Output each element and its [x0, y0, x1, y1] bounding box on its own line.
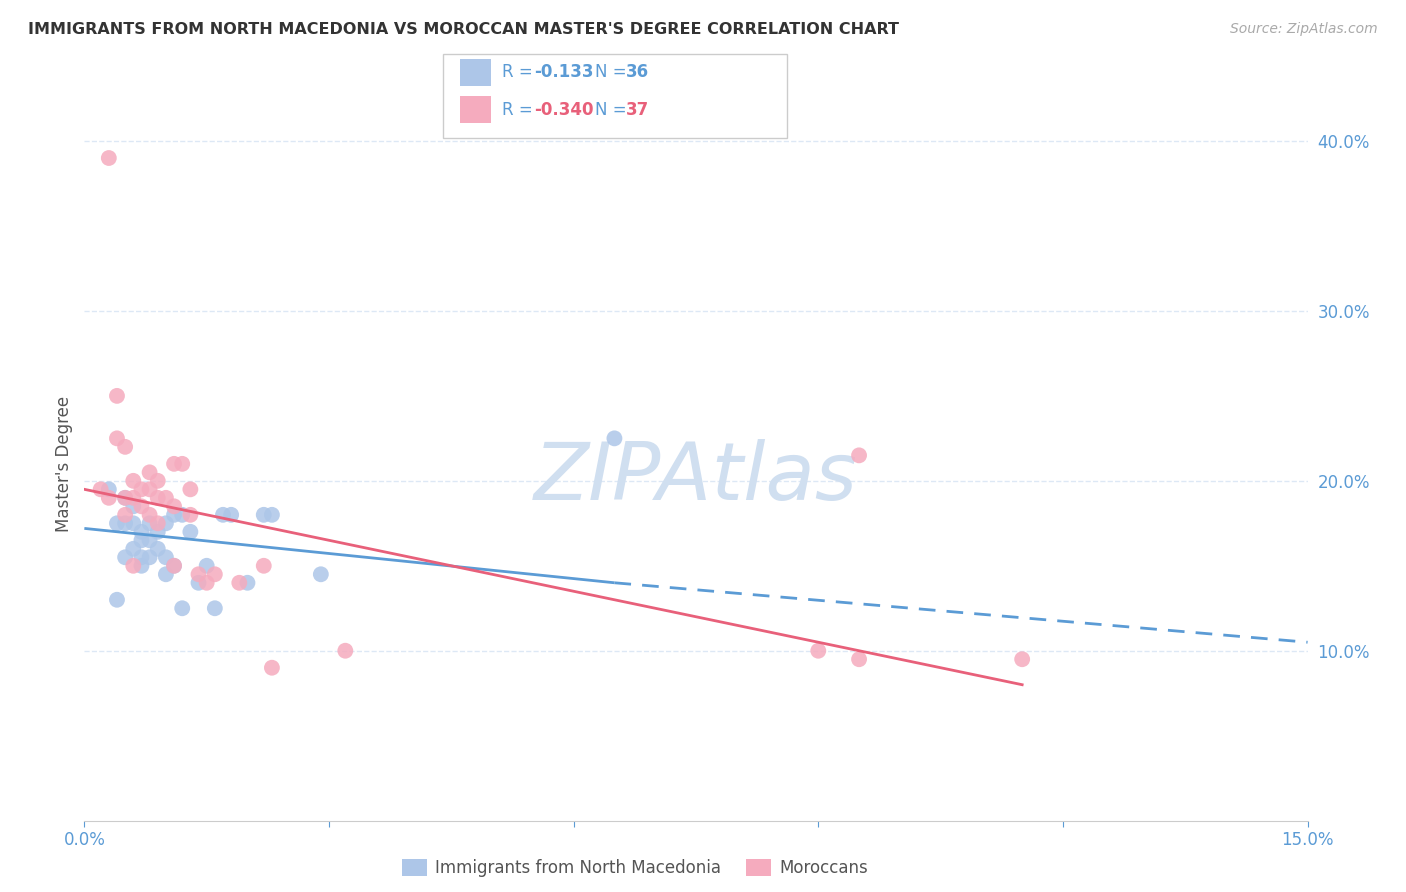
Point [122, 558, 145, 573]
Point [90, 483, 112, 497]
Text: ZIPAtlas: ZIPAtlas [534, 439, 858, 517]
Point [260, 661, 283, 675]
Point [131, 533, 153, 548]
Y-axis label: Master's Degree: Master's Degree [55, 396, 73, 532]
Point [131, 550, 153, 565]
Point [146, 541, 169, 556]
Point [131, 558, 153, 573]
Point [155, 567, 177, 582]
Legend: Immigrants from North Macedonia, Moroccans: Immigrants from North Macedonia, Morocca… [395, 852, 875, 884]
Point [131, 500, 153, 514]
Text: N =: N = [595, 101, 631, 119]
Text: -0.133: -0.133 [534, 63, 593, 81]
Text: R =: R = [502, 101, 538, 119]
Point [848, 652, 870, 666]
Point [195, 558, 218, 573]
Point [163, 558, 186, 573]
Point [138, 516, 160, 531]
Point [603, 431, 626, 445]
Point [163, 508, 186, 522]
Text: 37: 37 [626, 101, 650, 119]
Point [97, 151, 120, 165]
Point [138, 466, 160, 480]
Point [212, 508, 235, 522]
Point [195, 575, 218, 590]
Point [179, 508, 201, 522]
Point [163, 457, 186, 471]
Point [163, 500, 186, 514]
Point [187, 567, 209, 582]
Point [122, 491, 145, 505]
Point [219, 508, 242, 522]
Point [131, 524, 153, 539]
Text: Source: ZipAtlas.com: Source: ZipAtlas.com [1230, 22, 1378, 37]
Text: N =: N = [595, 63, 631, 81]
Point [1011, 652, 1033, 666]
Point [122, 541, 145, 556]
Text: IMMIGRANTS FROM NORTH MACEDONIA VS MOROCCAN MASTER'S DEGREE CORRELATION CHART: IMMIGRANTS FROM NORTH MACEDONIA VS MOROC… [28, 22, 898, 37]
Point [163, 558, 186, 573]
Point [187, 575, 209, 590]
Point [172, 508, 194, 522]
Point [114, 491, 136, 505]
Point [155, 550, 177, 565]
Point [309, 567, 332, 582]
Point [122, 474, 145, 488]
Point [155, 491, 177, 505]
Point [172, 601, 194, 615]
Point [204, 567, 226, 582]
Point [114, 508, 136, 522]
Point [253, 558, 276, 573]
Point [228, 575, 250, 590]
Point [97, 491, 120, 505]
Point [146, 491, 169, 505]
Point [97, 483, 120, 497]
Point [122, 516, 145, 531]
Point [146, 474, 169, 488]
Point [122, 500, 145, 514]
Point [114, 516, 136, 531]
Point [155, 516, 177, 531]
Point [260, 508, 283, 522]
Point [105, 389, 128, 403]
Point [204, 601, 226, 615]
Point [146, 516, 169, 531]
Point [179, 524, 201, 539]
Point [138, 533, 160, 548]
Point [179, 483, 201, 497]
Text: -0.340: -0.340 [534, 101, 593, 119]
Point [138, 483, 160, 497]
Point [114, 491, 136, 505]
Point [807, 644, 830, 658]
Point [105, 592, 128, 607]
Point [848, 448, 870, 462]
Point [253, 508, 276, 522]
Point [105, 431, 128, 445]
Point [236, 575, 259, 590]
Point [114, 440, 136, 454]
Point [146, 524, 169, 539]
Point [114, 550, 136, 565]
Point [105, 516, 128, 531]
Point [131, 483, 153, 497]
Point [138, 550, 160, 565]
Point [172, 457, 194, 471]
Point [335, 644, 357, 658]
Point [138, 508, 160, 522]
Text: R =: R = [502, 63, 538, 81]
Text: 36: 36 [626, 63, 648, 81]
